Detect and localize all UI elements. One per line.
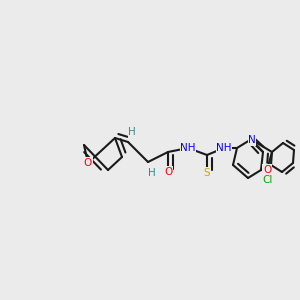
Text: Cl: Cl bbox=[263, 175, 273, 185]
Text: S: S bbox=[204, 168, 210, 178]
Text: NH: NH bbox=[216, 143, 232, 153]
Text: N: N bbox=[248, 135, 256, 145]
Text: O: O bbox=[84, 158, 92, 168]
Text: NH: NH bbox=[180, 143, 196, 153]
Text: H: H bbox=[128, 127, 136, 137]
Text: O: O bbox=[263, 165, 271, 175]
Text: H: H bbox=[148, 168, 156, 178]
Text: O: O bbox=[164, 167, 172, 177]
